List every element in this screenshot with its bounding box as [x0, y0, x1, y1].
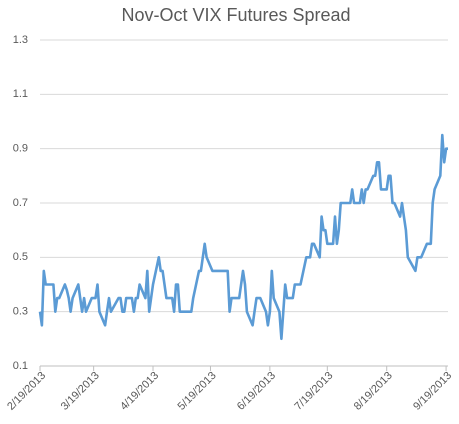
y-tick-label: 0.3 — [13, 306, 28, 318]
y-tick-label: 0.1 — [13, 360, 28, 372]
x-tick-label: 5/19/2013 — [176, 370, 219, 413]
x-tick-label: 9/19/2013 — [411, 370, 454, 413]
y-tick-label: 1.1 — [13, 88, 28, 100]
y-tick-label: 1.3 — [13, 34, 28, 46]
y-tick-label: 0.5 — [13, 251, 28, 263]
chart-title: Nov-Oct VIX Futures Spread — [121, 5, 350, 25]
data-line — [38, 133, 448, 341]
x-tick-label: 4/19/2013 — [118, 370, 161, 413]
x-tick-label: 6/19/2013 — [235, 370, 278, 413]
x-tick-label: 2/19/2013 — [5, 370, 48, 413]
x-tick-label: 8/19/2013 — [352, 370, 395, 413]
y-tick-label: 0.9 — [13, 143, 28, 155]
x-tick-label: 3/19/2013 — [59, 370, 102, 413]
y-tick-label: 0.7 — [13, 197, 28, 209]
x-tick-label: 7/19/2013 — [292, 370, 335, 413]
